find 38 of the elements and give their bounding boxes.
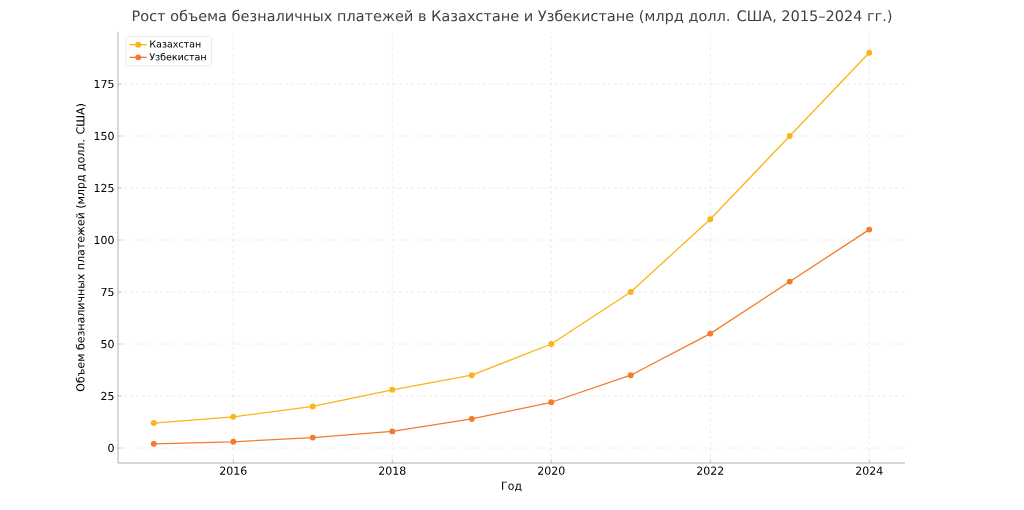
point [866, 49, 873, 56]
point [468, 415, 475, 422]
point [230, 413, 237, 420]
y-tick-label: 50 [101, 339, 114, 349]
x-tick-label: 2018 [379, 466, 406, 475]
point [150, 440, 157, 447]
point [627, 372, 634, 379]
point [786, 133, 793, 139]
y-tick-label: 175 [94, 79, 114, 89]
point [627, 289, 634, 295]
point [150, 420, 157, 426]
point [707, 216, 714, 223]
x-tick-label: 2024 [856, 466, 883, 475]
point [389, 386, 396, 393]
x-tick-label: 2016 [220, 466, 247, 475]
y-tick-label: 100 [94, 235, 114, 245]
chart-title: Рост объема безналичных платежей в Казахстане и Узбекистане (млрд долл. США, 2015–2024 гг.) [132, 9, 892, 25]
point [309, 434, 316, 441]
point [230, 438, 237, 445]
point [548, 341, 555, 347]
x-tick-label: 2020 [538, 466, 565, 475]
point [786, 278, 793, 285]
legend-label: Узбекистан [149, 52, 206, 61]
y-tick-label: 25 [101, 391, 114, 401]
point [389, 428, 396, 435]
y-tick-label: 125 [94, 183, 114, 193]
point [468, 372, 475, 379]
point [548, 399, 555, 406]
legend-label: Казахстан [150, 40, 201, 48]
point [707, 330, 714, 337]
x-axis-title: Год [502, 481, 522, 492]
y-axis-title: Объем безналичных платежей (млрд долл. США) [75, 104, 87, 392]
point [309, 403, 316, 410]
y-tick-label: 75 [101, 287, 114, 297]
x-tick-label: 2022 [697, 466, 724, 475]
point [866, 226, 873, 233]
y-tick-label: 0 [108, 443, 114, 453]
y-tick-label: 150 [94, 131, 114, 141]
